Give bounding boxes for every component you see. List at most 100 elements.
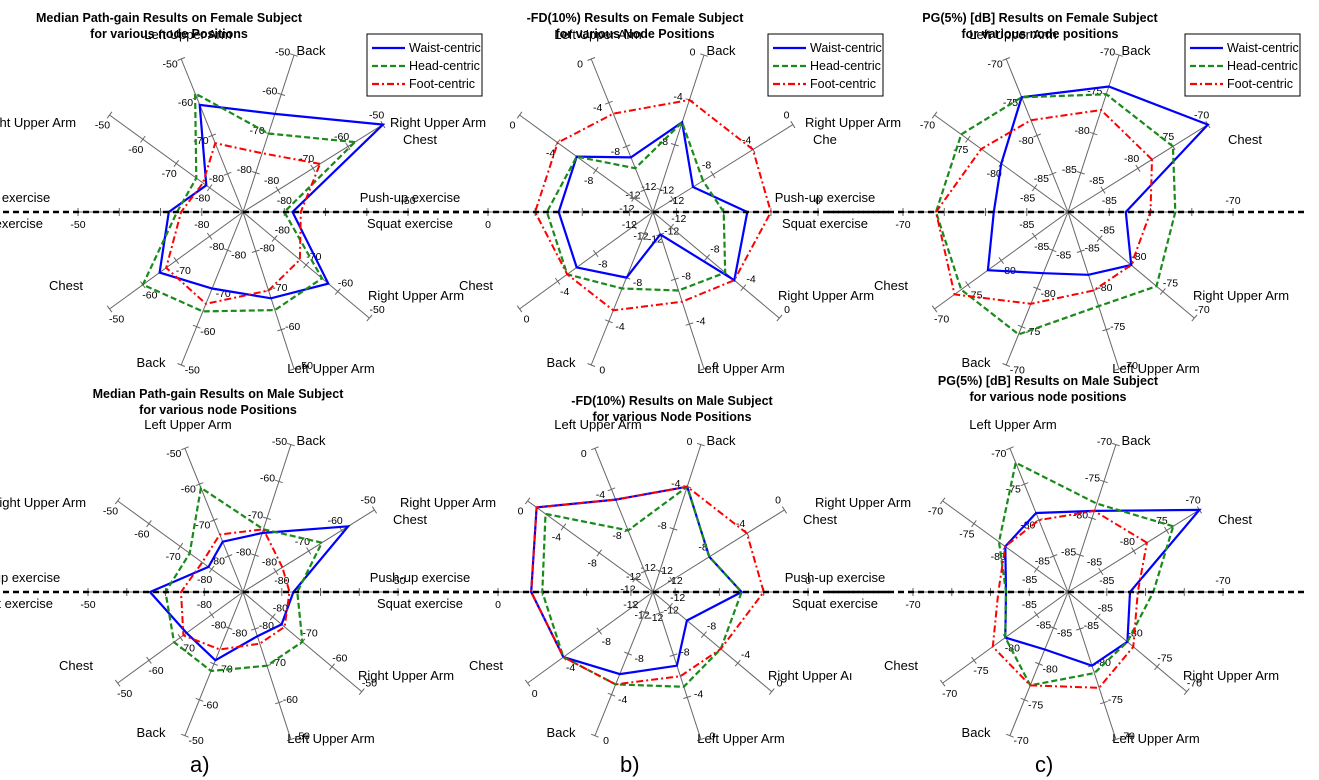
tick-label: -70 <box>1097 436 1112 448</box>
tick-label: 0 <box>690 46 696 58</box>
tick-label: -80 <box>209 173 224 185</box>
tick-label: -4 <box>566 662 575 674</box>
chart-title: Median Path-gain Results on Female Subje… <box>36 11 303 25</box>
tick-label: -70 <box>1010 365 1025 377</box>
axis-label-bottom-left: Back <box>962 355 991 370</box>
axis-label-left-upper: Right Upper Arm <box>0 495 86 510</box>
radar-tick <box>1164 526 1170 535</box>
radar-spoke <box>652 211 780 319</box>
axis-label-left-upper: Right Upper Arm <box>805 115 901 130</box>
legend-entry: Foot-centric <box>1227 77 1293 91</box>
radar-tick <box>1076 627 1084 631</box>
tick-label: -80 <box>1120 536 1135 548</box>
radar-tick <box>146 656 152 664</box>
radar-tick <box>195 697 204 702</box>
axis-label-mid-upper: Push-up exercise <box>360 190 460 205</box>
radar-tick <box>587 363 596 367</box>
radar-tick <box>640 569 649 574</box>
radar-tick <box>177 634 184 642</box>
tick-label: -85 <box>1034 173 1049 185</box>
radar-tick <box>700 367 708 371</box>
axis-label-top-left: Left Upper Arm <box>969 417 1056 432</box>
tick-label: -60 <box>181 484 196 496</box>
radar-tick <box>1031 232 1038 240</box>
radar-tick <box>591 446 599 451</box>
tick-label: -50 <box>95 120 110 132</box>
tick-label: -80 <box>1020 520 1035 532</box>
radar-tick <box>223 171 232 176</box>
tick-label: -70 <box>176 265 191 277</box>
radar-tick <box>683 695 692 699</box>
legend-entry: Waist-centric <box>409 41 481 55</box>
tick-label: -60 <box>260 473 275 485</box>
tick-label: -80 <box>194 219 209 231</box>
tick-label: -60 <box>285 321 300 333</box>
axis-label-mid-upper: Push-up exercise <box>0 570 60 585</box>
tick-label: -8 <box>633 277 642 289</box>
radar-tick <box>303 261 310 269</box>
tick-label: 0 <box>712 360 718 372</box>
radar-tick <box>1098 567 1104 576</box>
tick-label: 0 <box>777 677 783 689</box>
subfigure-label: c) <box>1035 752 1053 777</box>
tick-label: -4 <box>593 102 602 114</box>
radar-tick <box>670 143 679 147</box>
radar-tick <box>592 250 599 258</box>
axis-label-left-lower: Chest <box>49 278 83 293</box>
tick-label: 0 <box>524 314 530 326</box>
tick-label: -8 <box>702 159 711 171</box>
tick-label: 0 <box>709 731 715 743</box>
axis-label-left-lower: Chest <box>59 658 93 673</box>
series-line-foot-centric <box>165 142 322 305</box>
radar-tick <box>310 164 316 172</box>
tick-label: -85 <box>1084 620 1099 632</box>
tick-label: -12 <box>664 226 679 238</box>
tick-label: -80 <box>262 556 277 568</box>
legend-entry: Head-centric <box>810 59 881 73</box>
radar-tick <box>210 518 218 523</box>
tick-label: -12 <box>659 184 674 196</box>
radar-tick <box>251 553 259 557</box>
tick-label: -8 <box>612 530 621 542</box>
radar-tick <box>596 627 603 635</box>
radar-tick <box>776 314 783 322</box>
subfigure-labels: a) b) c) <box>190 752 1053 777</box>
tick-label: -50 <box>185 365 200 377</box>
tick-label: -50 <box>400 195 415 207</box>
radar-tick <box>269 613 276 621</box>
radar-tick <box>224 625 233 630</box>
axis-label-top-left: Left Upper Arm <box>554 27 641 42</box>
tick-label: -12 <box>669 195 684 207</box>
radar-tick <box>524 497 531 505</box>
radar-tick <box>939 679 946 687</box>
radar-tick <box>931 305 938 313</box>
tick-label: -70 <box>162 168 177 180</box>
tick-label: 0 <box>603 735 609 747</box>
axis-label-bottom-left: Back <box>137 355 166 370</box>
radar-tick <box>591 733 599 738</box>
radar-tick <box>607 692 616 697</box>
tick-label: -85 <box>1020 193 1035 205</box>
tick-label: -4 <box>742 134 751 146</box>
radar-tick <box>177 363 186 367</box>
series-line-head-centric <box>541 484 743 688</box>
tick-label: -75 <box>1157 653 1172 665</box>
tick-label: -4 <box>671 478 680 490</box>
tick-label: -50 <box>189 735 204 747</box>
radar-tick <box>971 656 977 664</box>
tick-label: -12 <box>633 231 648 243</box>
axis-label-right-upper: Chest <box>803 512 837 527</box>
radar-tick <box>1033 611 1040 619</box>
radar-tick <box>1031 184 1038 192</box>
tick-label: -80 <box>260 243 275 255</box>
chart-subtitle: for various Node Positions <box>592 410 751 424</box>
tick-label: -75 <box>973 665 988 677</box>
radar-tick <box>1111 442 1120 447</box>
radar-tick <box>700 631 707 639</box>
radar-tick <box>140 135 146 143</box>
radar-spoke <box>590 58 654 213</box>
radar-tick <box>114 497 121 505</box>
tick-label: -80 <box>1041 288 1056 300</box>
radar-tick <box>192 324 201 329</box>
radar-tick <box>1135 164 1141 172</box>
